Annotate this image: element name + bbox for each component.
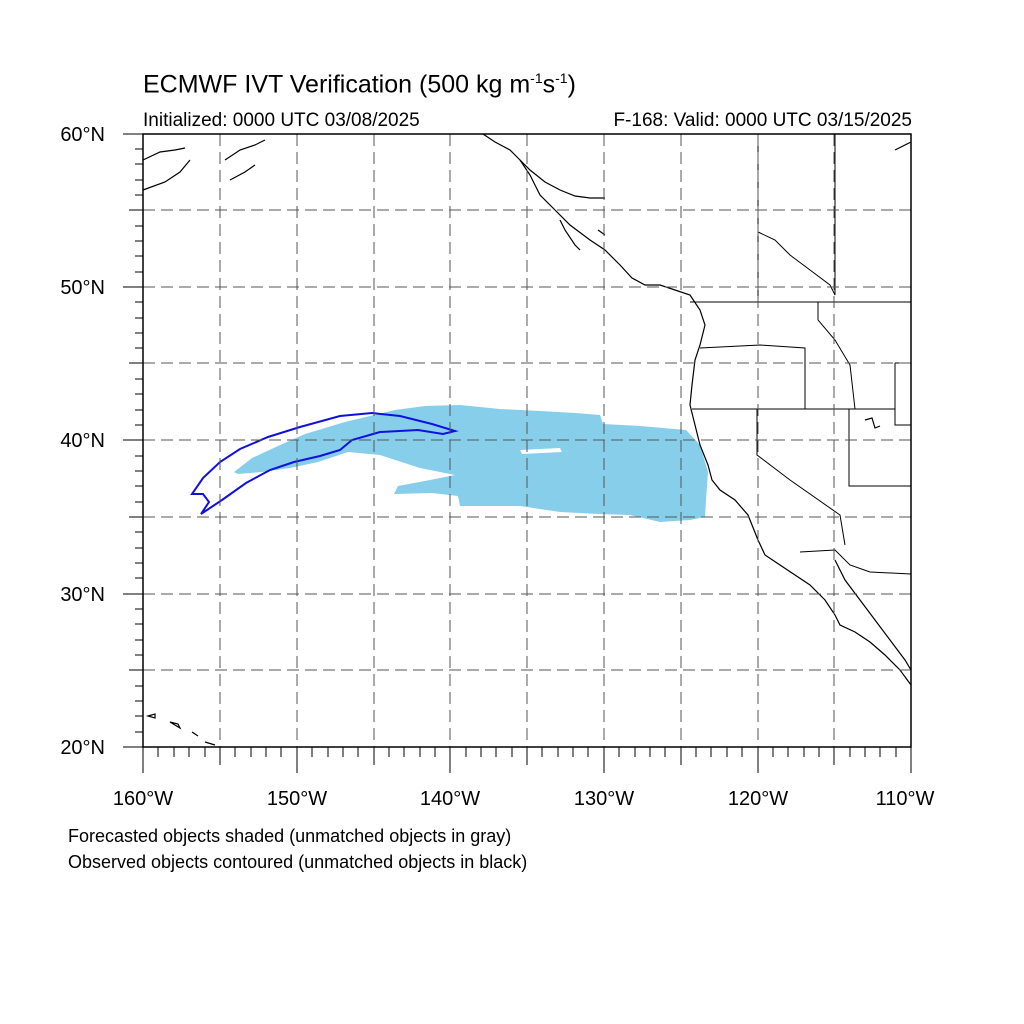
forecast-ivt-object — [234, 405, 708, 522]
legend-note-observed: Observed objects contoured (unmatched ob… — [68, 852, 528, 872]
axis-ticks — [123, 133, 912, 773]
title-end: ) — [567, 70, 576, 99]
lon-label-130w: 130°W — [574, 788, 634, 810]
lon-label-120w: 120°W — [728, 788, 788, 810]
lat-label-60n: 60°N — [60, 124, 105, 146]
lon-label-140w: 140°W — [420, 788, 480, 810]
initialized-time: Initialized: 0000 UTC 03/08/2025 — [143, 110, 420, 131]
title-mid: s — [542, 70, 556, 99]
map-title: ECMWF IVT Verification (500 kg m-1s-1) — [143, 70, 576, 99]
forecast-gap — [520, 448, 562, 454]
lat-label-50n: 50°N — [60, 277, 105, 299]
lon-label-160w: 160°W — [113, 788, 173, 810]
lon-label-110w: 110°W — [876, 788, 935, 810]
graticule — [143, 134, 911, 747]
observed-ivt-contour — [190, 411, 459, 515]
lat-label-30n: 30°N — [60, 584, 105, 606]
title-exp-1: -1 — [530, 70, 543, 86]
lat-label-20n: 20°N — [60, 737, 105, 759]
lat-label-40n: 40°N — [60, 430, 105, 452]
title-exp-2: -1 — [555, 70, 568, 86]
coastlines — [142, 133, 912, 746]
political-boundaries — [690, 134, 912, 575]
legend-note-forecast: Forecasted objects shaded (unmatched obj… — [68, 826, 512, 846]
title-main: ECMWF IVT Verification (500 kg m — [143, 70, 531, 99]
lon-label-150w: 150°W — [267, 788, 327, 810]
valid-time: F-168: Valid: 0000 UTC 03/15/2025 — [613, 110, 912, 131]
